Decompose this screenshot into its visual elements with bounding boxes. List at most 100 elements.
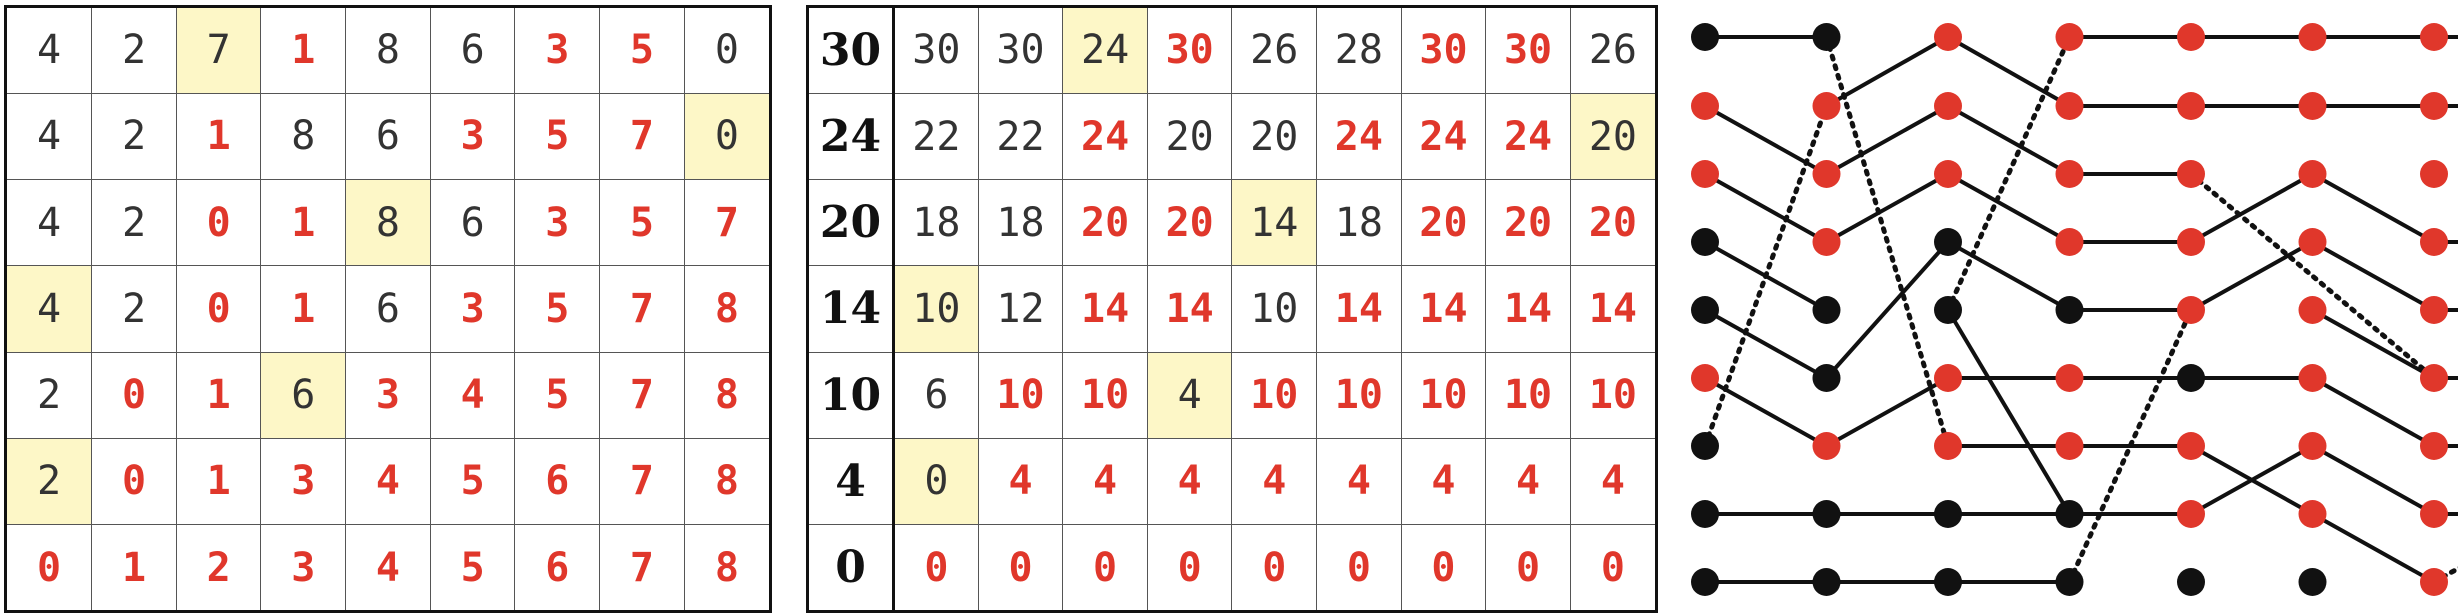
black-node <box>1812 500 1841 528</box>
table-cell: 0 <box>1400 524 1487 610</box>
red-node <box>1812 92 1841 120</box>
table-cell: 4 <box>345 437 431 526</box>
red-node <box>2298 160 2327 188</box>
black-node <box>1691 568 1719 596</box>
table-cell: 30 <box>977 8 1064 94</box>
table-cell: 4 <box>7 92 93 181</box>
table-cell: 0 <box>175 179 262 267</box>
table-cell: 7 <box>599 437 685 526</box>
table-cell: 20 <box>1569 92 1655 181</box>
red-node <box>1812 228 1841 256</box>
table-cell: 5 <box>514 265 601 353</box>
table-cell: 6 <box>260 351 347 439</box>
table-cell: 8 <box>683 351 769 439</box>
red-node <box>2420 500 2448 528</box>
solid-edge <box>2190 172 2314 244</box>
red-node <box>1934 160 1962 188</box>
table-cell: 28 <box>1316 8 1402 94</box>
table-cell: 20 <box>1146 179 1233 267</box>
table-cell: 4 <box>1062 437 1148 526</box>
black-node <box>1812 568 1841 596</box>
row-label: 20 <box>809 179 896 267</box>
table-cell: 5 <box>514 92 601 181</box>
table-cell: 0 <box>1062 524 1148 610</box>
red-node <box>2420 364 2448 392</box>
red-node <box>2298 296 2327 324</box>
table-cell: 10 <box>977 351 1064 439</box>
red-node <box>2055 160 2084 188</box>
table-cell: 10 <box>1400 351 1487 439</box>
solid-edge <box>1825 172 1949 244</box>
table-cell: 24 <box>1400 92 1487 181</box>
solid-edge <box>2311 240 2435 312</box>
table-row: 10 6 10 10 4 10 10 10 10 10 <box>809 351 1655 439</box>
dotted-edge <box>1945 34 2072 313</box>
solid-edge <box>1947 240 2071 312</box>
table-cell: 14 <box>1569 265 1655 353</box>
table-cell: 2 <box>91 92 177 181</box>
table-cell: 20 <box>1485 179 1571 267</box>
table-cell: 14 <box>1062 265 1148 353</box>
table-cell: 5 <box>429 437 516 526</box>
table-cell: 2 <box>7 437 93 526</box>
black-node <box>1691 228 1719 256</box>
red-node <box>1691 92 1719 120</box>
table-cell: 20 <box>1231 92 1318 181</box>
red-node <box>1691 160 1719 188</box>
black-node <box>1691 432 1719 460</box>
table-cell: 8 <box>260 92 347 181</box>
red-node <box>2055 432 2084 460</box>
table-cell: 0 <box>175 265 262 353</box>
black-node <box>1934 228 1962 256</box>
table-cell: 3 <box>260 524 347 610</box>
table-cell: 8 <box>683 524 769 610</box>
black-node <box>2177 364 2205 392</box>
black-node <box>1934 296 1962 324</box>
table-cell: 7 <box>599 92 685 181</box>
red-node <box>2420 568 2448 596</box>
table-cell: 6 <box>514 524 601 610</box>
table-cell: 22 <box>977 92 1064 181</box>
table-cell: 30 <box>1400 8 1487 94</box>
solid-edge <box>1825 376 1949 448</box>
table-cell: 3 <box>429 265 516 353</box>
solid-edge <box>1704 172 1828 244</box>
table-cell: 4 <box>7 179 93 267</box>
table-cell: 0 <box>1569 524 1655 610</box>
table-cell: 4 <box>1146 437 1233 526</box>
table-cell: 2 <box>91 179 177 267</box>
table-cell: 3 <box>429 92 516 181</box>
black-node <box>1691 500 1719 528</box>
table-cell: 1 <box>175 437 262 526</box>
table-cell: 2 <box>91 8 177 94</box>
table-cell: 0 <box>91 437 177 526</box>
row-label: 0 <box>809 524 896 610</box>
table-cell: 26 <box>1231 8 1318 94</box>
table-cell: 30 <box>893 8 979 94</box>
table-cell: 0 <box>893 524 979 610</box>
black-node <box>1691 296 1719 324</box>
red-node <box>2055 228 2084 256</box>
table-cell: 2 <box>7 351 93 439</box>
solid-edge <box>2311 172 2435 244</box>
solid-edge <box>2190 240 2314 312</box>
red-node <box>2055 23 2084 51</box>
table-cell: 20 <box>1062 179 1148 267</box>
table-cell: 4 <box>977 437 1064 526</box>
solid-edge <box>1825 240 1950 380</box>
solid-edge <box>2311 444 2435 516</box>
table-cell: 6 <box>429 8 516 94</box>
red-node <box>2177 160 2205 188</box>
red-node <box>1812 160 1841 188</box>
table-cell: 0 <box>91 351 177 439</box>
red-node <box>2177 23 2205 51</box>
table-cell: 3 <box>345 351 431 439</box>
table-cell: 5 <box>514 351 601 439</box>
row-label: 4 <box>809 437 896 526</box>
red-node <box>2298 500 2327 528</box>
black-node <box>2055 500 2084 528</box>
table-cell: 14 <box>1146 265 1233 353</box>
table-cell: 0 <box>7 524 93 610</box>
